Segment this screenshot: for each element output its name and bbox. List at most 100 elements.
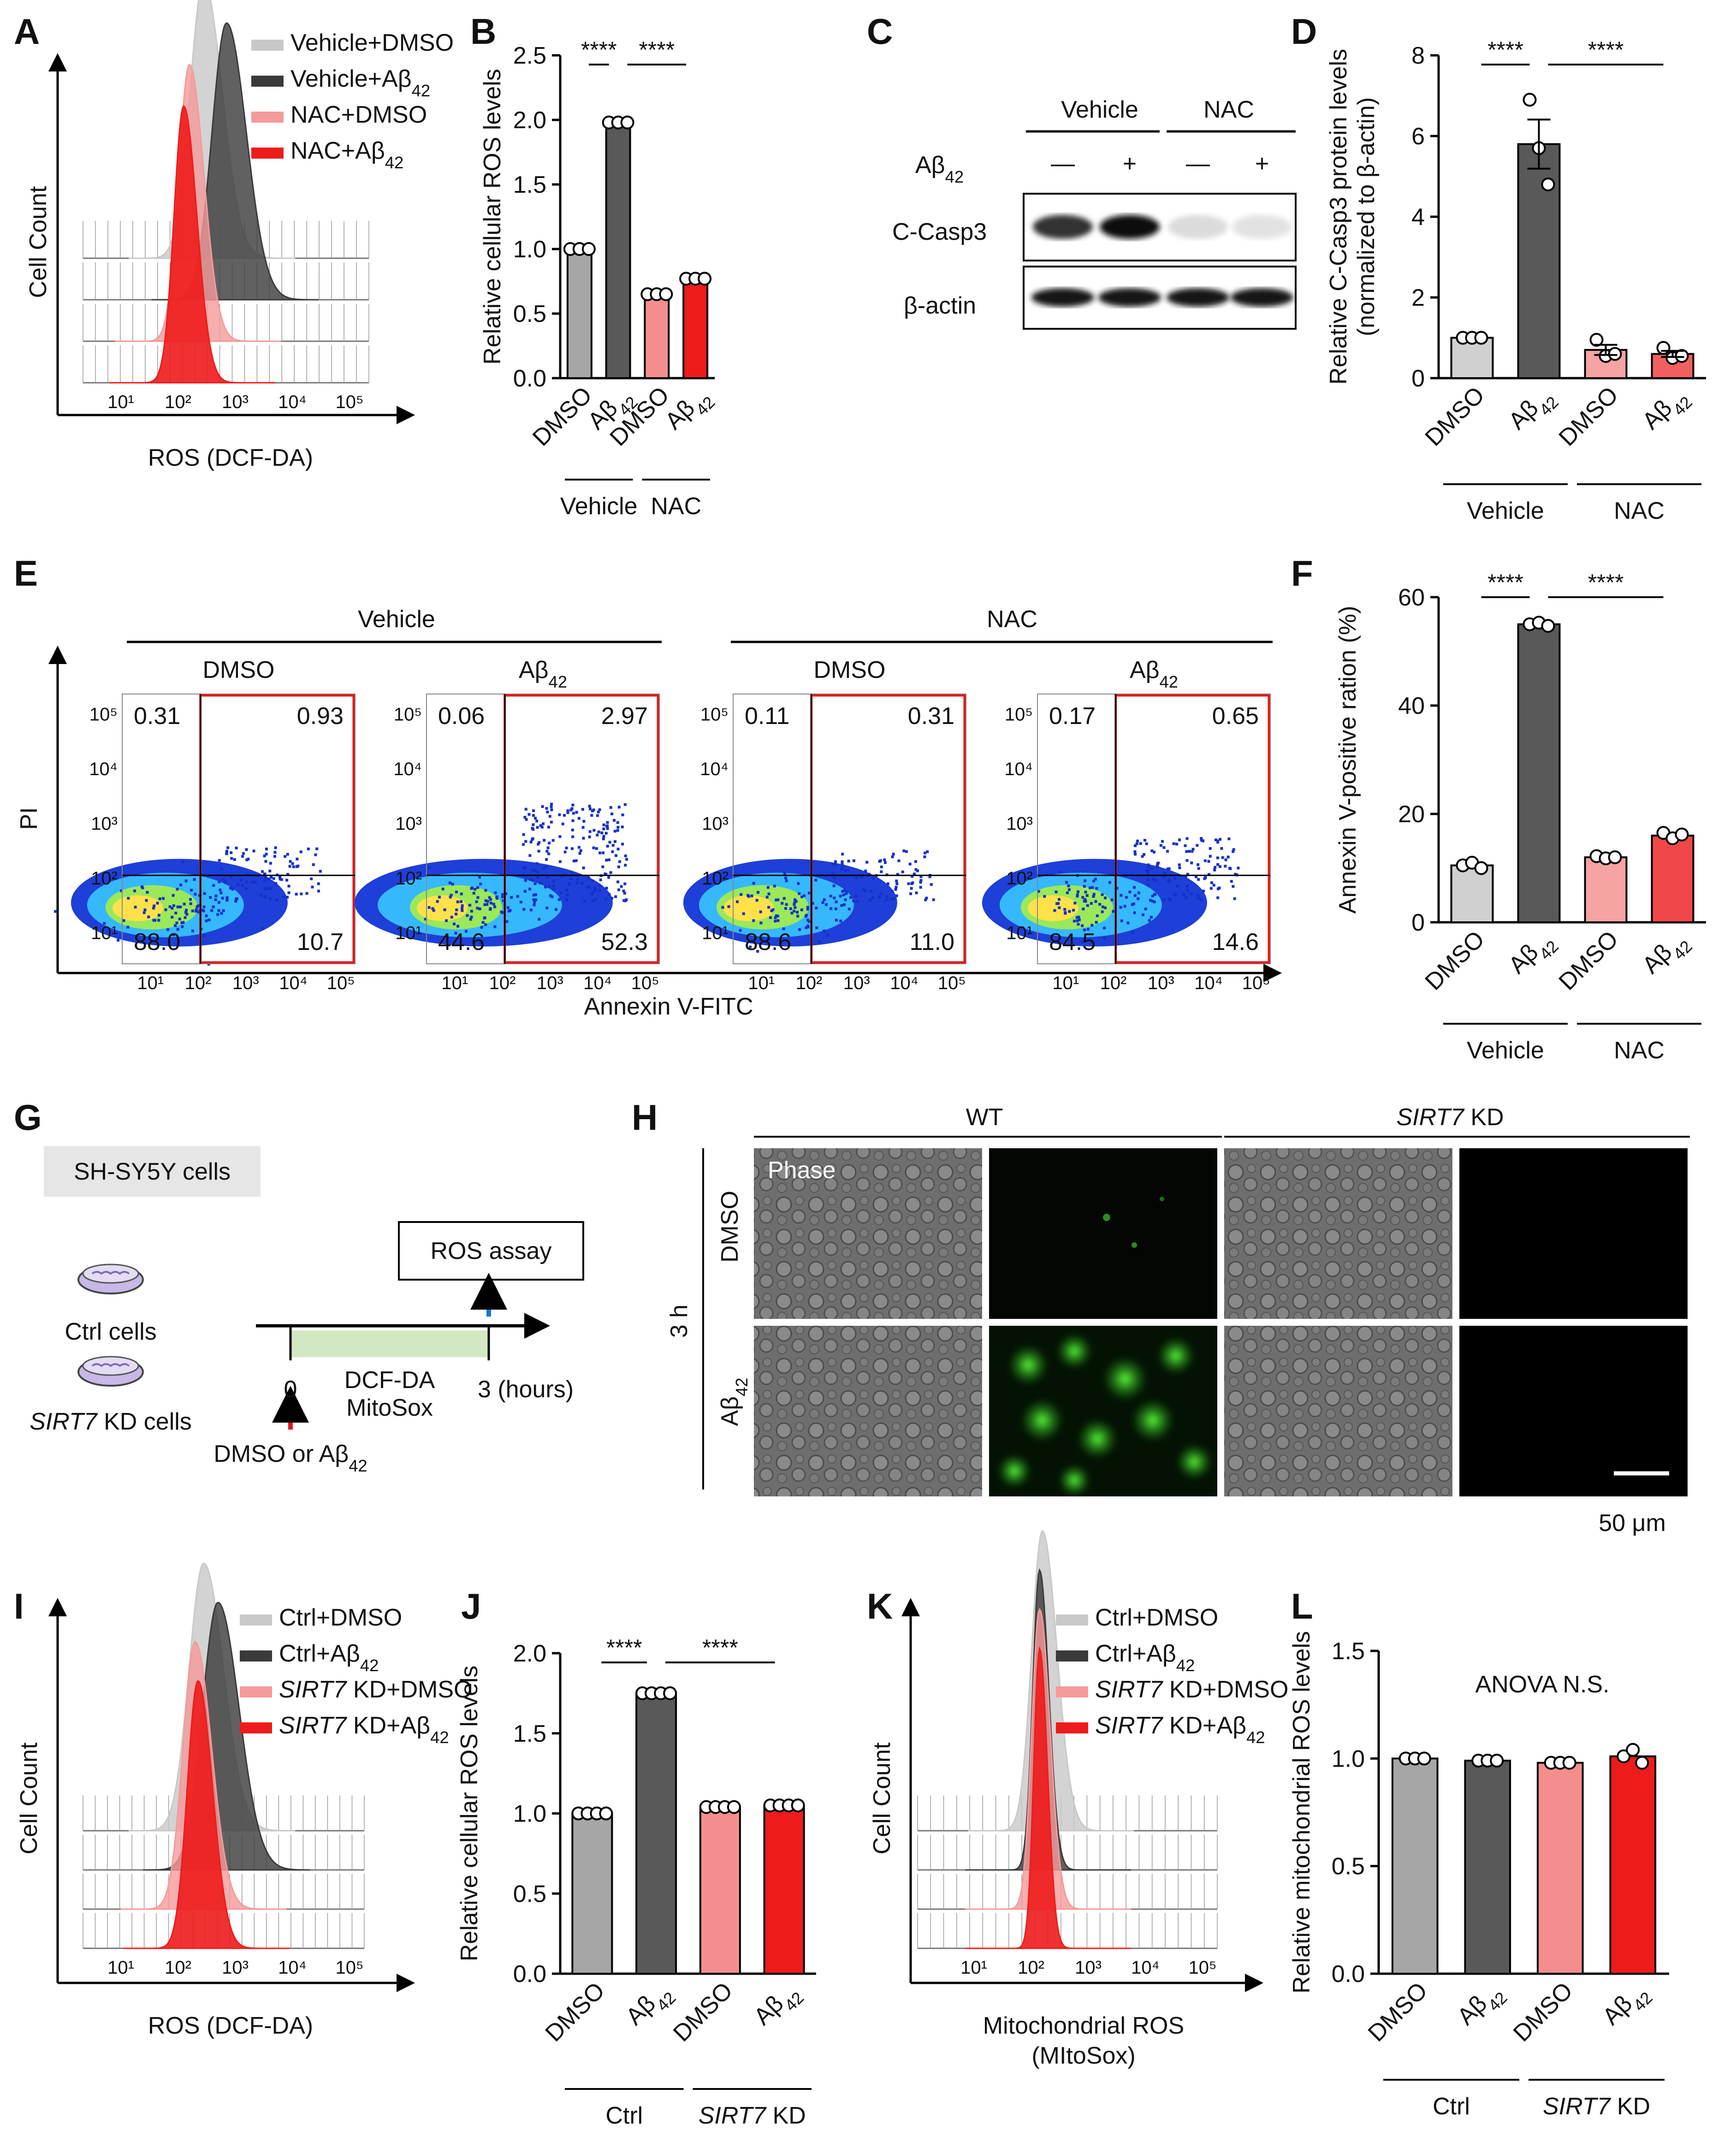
y-axis-label-2: (normalized to β-actin) xyxy=(1353,97,1380,336)
flow-event xyxy=(449,896,452,899)
flow-event xyxy=(835,900,838,903)
flow-event xyxy=(592,808,595,812)
flow-event xyxy=(593,887,597,890)
flow-event xyxy=(841,862,844,866)
flow-event xyxy=(488,896,491,899)
legend-swatch-2 xyxy=(240,1650,272,1661)
flow-event xyxy=(263,896,266,899)
flow-event xyxy=(604,897,607,901)
hist-tick-5: 10⁵ xyxy=(1188,1958,1216,1978)
flow-event xyxy=(834,907,837,910)
schema-t0: 0 xyxy=(284,1376,297,1403)
significance-label: **** xyxy=(1487,570,1523,595)
group-label-2: SIRT7 KD xyxy=(699,2102,806,2129)
y-tick-label: 2.0 xyxy=(513,1640,546,1667)
y-tick-label: 8 xyxy=(1411,42,1425,69)
flow-event xyxy=(545,807,548,810)
flow-event xyxy=(510,896,513,899)
flow-event xyxy=(840,904,843,907)
microscopy-h: WT SIRT7 KD 3 h DMSO Aβ42 Phase xyxy=(666,1104,1690,1537)
bar-1 xyxy=(566,248,592,379)
flow-event xyxy=(623,882,627,885)
flow-event xyxy=(225,896,229,899)
legend-entry-4: SIRT7 KD+Aβ42 xyxy=(279,1712,449,1747)
flow-event xyxy=(184,916,187,919)
hist-tick-5: 10⁵ xyxy=(335,1958,363,1978)
hist-a-xlabel: ROS (DCF-DA) xyxy=(148,445,313,471)
flow-event xyxy=(216,913,219,916)
flow-event xyxy=(1218,865,1221,868)
flow-event xyxy=(835,919,838,922)
flow-event xyxy=(1083,885,1086,888)
bar-1 xyxy=(1450,864,1494,923)
flow-event xyxy=(924,851,927,854)
category-label-2: Aβ42 xyxy=(1504,381,1562,440)
flow-event xyxy=(1126,921,1130,925)
flow-event xyxy=(757,891,760,894)
flow-event xyxy=(532,898,535,902)
flow-ytick: 10⁴ xyxy=(393,759,422,779)
y-tick-label: 6 xyxy=(1411,123,1425,150)
flow-event xyxy=(1148,919,1151,922)
hist-i-xlabel: ROS (DCF-DA) xyxy=(148,2012,313,2039)
flow-event xyxy=(146,891,149,894)
flow-event xyxy=(273,855,276,858)
flow-event xyxy=(1110,898,1114,902)
flow-event xyxy=(209,896,212,899)
flow-event xyxy=(611,844,615,847)
flow-event xyxy=(588,805,591,808)
micro-group-kd: SIRT7 KD xyxy=(1396,1104,1504,1131)
flow-event xyxy=(1197,897,1200,900)
flow-event xyxy=(800,908,803,911)
flow-event xyxy=(559,891,563,895)
flow-event xyxy=(245,848,248,851)
flow-event xyxy=(157,914,160,917)
flow-event xyxy=(516,895,519,898)
y-tick-label: 0 xyxy=(1411,909,1425,936)
chart-annotation: ANOVA N.S. xyxy=(1475,1671,1610,1698)
flow-xtick: 10³ xyxy=(232,973,259,993)
flow-event xyxy=(1090,902,1093,905)
flow-event xyxy=(451,883,454,886)
flow-event xyxy=(519,901,522,904)
flow-event xyxy=(493,905,497,908)
flow-xtick: 10³ xyxy=(1148,973,1174,993)
flow-event xyxy=(765,896,769,899)
flow-event xyxy=(180,921,184,925)
flow-event xyxy=(815,926,818,930)
flow-event xyxy=(189,902,192,905)
flow-event xyxy=(534,893,537,896)
flow-event xyxy=(443,908,446,911)
flow-event xyxy=(450,894,453,897)
flow-event xyxy=(598,889,601,892)
flow-event xyxy=(606,821,609,824)
flow-event xyxy=(1204,876,1207,879)
flow-event xyxy=(880,865,883,868)
group-label-2: NAC xyxy=(1614,1037,1665,1064)
data-point xyxy=(659,287,673,301)
flow-frame xyxy=(122,694,355,964)
flow-event xyxy=(478,875,481,878)
flow-event xyxy=(901,870,904,873)
flow-event xyxy=(1081,896,1084,899)
y-axis-label: Relative C-Casp3 protein levels xyxy=(1325,49,1352,385)
flow-event xyxy=(1053,909,1056,912)
flow-event xyxy=(1092,895,1095,898)
flow-event xyxy=(558,835,562,838)
flow-event xyxy=(1150,867,1154,870)
flow-event xyxy=(555,908,558,911)
flow-event xyxy=(219,891,223,895)
flow-event xyxy=(251,880,254,884)
micro-time: 3 h xyxy=(666,1305,693,1338)
flow-event xyxy=(1083,900,1086,903)
hist-k-xlabel2: (MItoSox) xyxy=(1031,2042,1135,2069)
flow-event xyxy=(571,835,575,838)
flow-event xyxy=(1143,839,1146,842)
flow-event xyxy=(581,826,585,829)
flow-event xyxy=(545,865,548,868)
flow-event xyxy=(614,895,617,898)
flow-ylabel: PI xyxy=(16,807,42,830)
flow-event xyxy=(103,922,106,925)
y-tick-label: 0 xyxy=(1411,365,1425,392)
flow-event xyxy=(1073,902,1077,905)
